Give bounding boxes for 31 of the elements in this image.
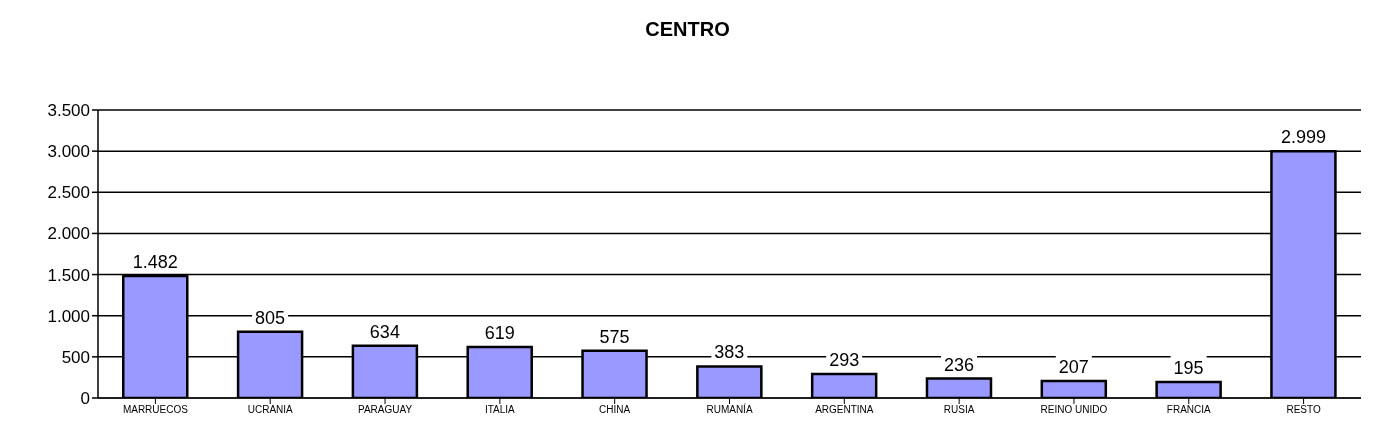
data-label: 634 [369, 321, 400, 342]
x-tick-label: PARAGUAY [358, 404, 413, 416]
x-tick-label: UCRANIA [247, 404, 294, 416]
data-label: 2.999 [1280, 127, 1326, 148]
data-label: 1.482 [132, 252, 178, 273]
data-label: 207 [1058, 356, 1089, 377]
x-tick-label: RUSIA [943, 404, 975, 416]
y-tick-label: 3.000 [47, 142, 90, 162]
data-label: 236 [943, 354, 975, 375]
x-tick-label: CHINA [599, 404, 631, 416]
x-tick-label: ITALIA [484, 404, 516, 416]
x-tick-label: RESTO [1286, 404, 1321, 416]
data-label: 805 [255, 307, 286, 328]
y-tick-label: 1.000 [47, 306, 90, 326]
y-tick-label: 1.500 [47, 265, 90, 285]
x-tick-label: MARRUECOS [122, 404, 189, 416]
y-tick-label: 3.500 [47, 101, 90, 121]
x-tick-label: FRANCIA [1166, 404, 1212, 416]
y-tick-label: 2.000 [47, 224, 90, 244]
x-tick-label: REINO UNIDO [1040, 404, 1108, 416]
y-tick-label: 0 [80, 389, 90, 409]
x-tick-label: RUMANÍA [706, 403, 753, 416]
chart-title: CENTRO [644, 17, 731, 42]
x-tick-label: ARGENTINA [815, 404, 874, 416]
data-label: 575 [599, 326, 630, 347]
data-label: 293 [829, 349, 860, 370]
data-label: 619 [484, 323, 515, 344]
y-tick-label: 2.500 [47, 183, 90, 203]
data-label: 195 [1173, 357, 1204, 378]
data-label: 383 [714, 342, 745, 363]
y-tick-label: 500 [61, 347, 90, 367]
